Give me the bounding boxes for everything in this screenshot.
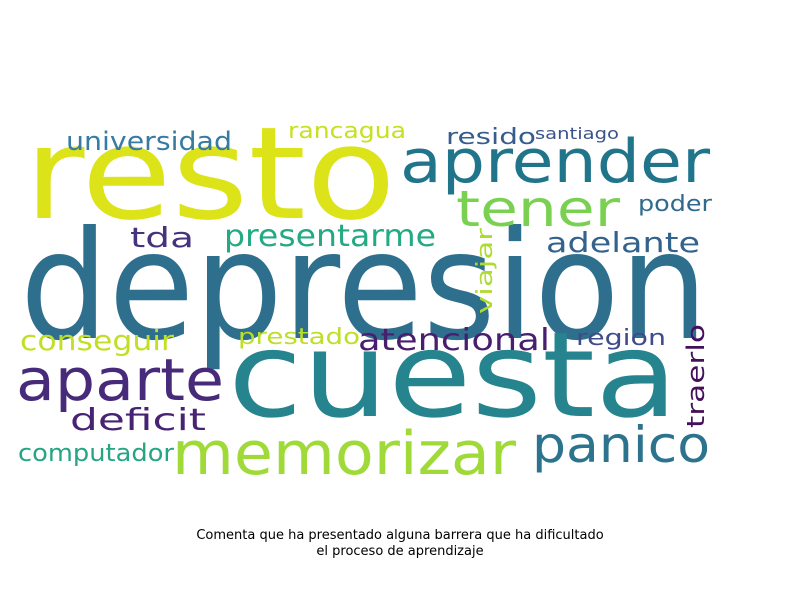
word-universidad: universidad (66, 127, 232, 157)
word-atencional: atencional (358, 323, 550, 358)
word-cuesta: cuesta (228, 306, 678, 444)
word-adelante: adelante (546, 226, 700, 259)
word-traerlo: traerlo (682, 324, 710, 428)
word-deficit: deficit (70, 403, 206, 438)
word-conseguir: conseguir (20, 324, 175, 357)
word-memorizar: memorizar (172, 419, 516, 489)
word-depresion: depresion (20, 200, 708, 374)
word-resto: resto (24, 100, 396, 249)
caption-line-1: Comenta que ha presentado alguna barrera… (196, 528, 604, 543)
word-panico: panico (532, 416, 710, 474)
word-tda: tda (130, 221, 194, 254)
word-viajar: viajar (473, 227, 498, 314)
word-poder: poder (638, 192, 713, 217)
word-tener: tener (456, 180, 621, 238)
word-santiago: santiago (535, 124, 619, 143)
word-aprender: aprender (400, 127, 710, 197)
word-presentarme: presentarme (224, 219, 436, 254)
word-region: region (576, 326, 666, 351)
figure-caption: Comenta que ha presentado alguna barrera… (0, 528, 800, 560)
word-resido: resido (446, 125, 536, 150)
word-prestado: prestado (238, 325, 360, 350)
word-rancagua: rancagua (288, 119, 406, 144)
word-computador: computador (18, 439, 174, 467)
caption-line-2: el proceso de aprendizaje (316, 544, 484, 559)
word-aparte: aparte (16, 346, 224, 414)
